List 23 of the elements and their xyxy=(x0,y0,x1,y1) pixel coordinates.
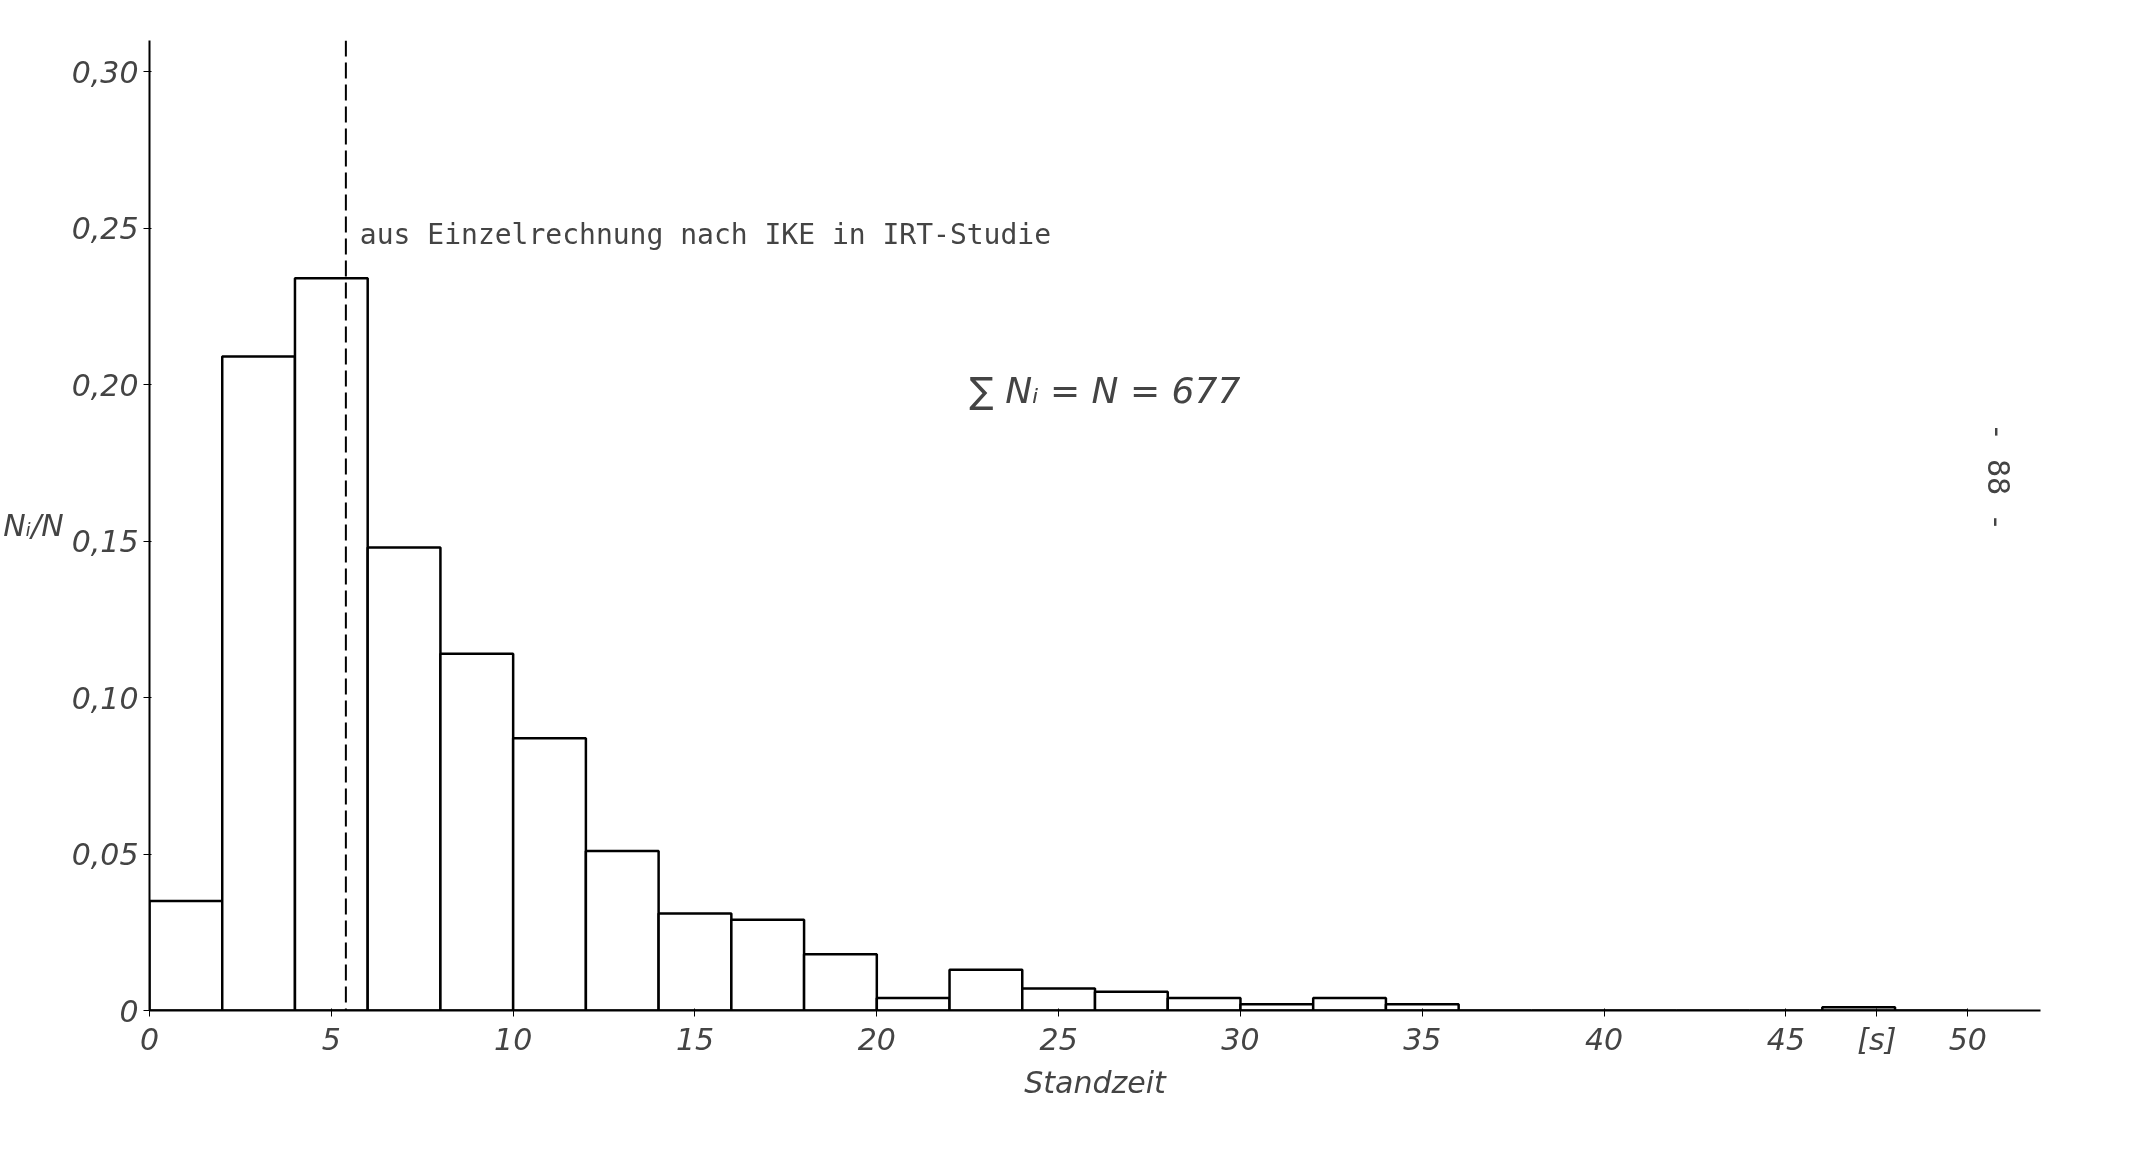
annotation: ∑ Nᵢ = N = 677 xyxy=(969,369,1241,411)
y-tick-label: 0,20 xyxy=(71,367,139,403)
y-tick-label: 0,10 xyxy=(71,680,139,716)
x-tick-label: 45 xyxy=(1766,1021,1806,1057)
annotation: - 88 - xyxy=(1980,422,2016,532)
x-tick-label: 15 xyxy=(675,1021,715,1057)
x-tick-label: 30 xyxy=(1221,1021,1260,1057)
x-tick-label: 40 xyxy=(1585,1021,1624,1057)
x-tick-label: 20 xyxy=(857,1021,896,1057)
y-tick-label: 0,25 xyxy=(71,211,139,247)
x-tick-label: 5 xyxy=(321,1021,341,1057)
x-tick-label: 25 xyxy=(1039,1021,1078,1057)
y-tick-label: 0 xyxy=(119,993,139,1029)
x-axis-title: Standzeit xyxy=(1024,1064,1168,1100)
x-tick-label: [s] xyxy=(1857,1021,1897,1057)
y-tick-label: 0,15 xyxy=(71,524,139,560)
x-tick-label: 10 xyxy=(494,1021,533,1057)
ref-line-label: aus Einzelrechnung nach IKE in IRT-Studie xyxy=(359,218,1052,251)
x-tick-label: 50 xyxy=(1948,1021,1987,1057)
x-tick-label: 35 xyxy=(1403,1021,1442,1057)
y-tick-label: 0,05 xyxy=(71,837,139,873)
y-axis-title: Nᵢ/N xyxy=(3,508,64,543)
y-tick-label: 0,30 xyxy=(71,54,139,90)
